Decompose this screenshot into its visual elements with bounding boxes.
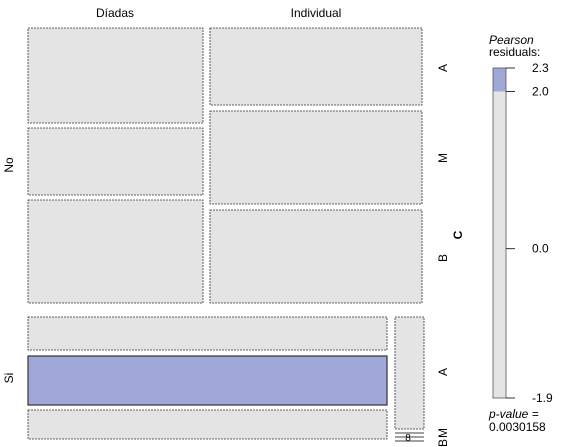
legend-shaded-band bbox=[493, 68, 506, 92]
tile-si-dadas-a bbox=[27, 316, 388, 351]
mosaic-tiles bbox=[27, 27, 425, 440]
legend-tick-label: -1.9 bbox=[532, 391, 553, 405]
tile-no-dadas-a bbox=[27, 27, 204, 124]
legend: Pearson residuals: 2.3 2.0 0.0 -1.9 p-value… bbox=[488, 33, 553, 434]
legend-ticks: 2.3 2.0 0.0 -1.9 bbox=[506, 61, 553, 405]
legend-bar-outline bbox=[492, 67, 507, 399]
tile-no-individual-m bbox=[209, 110, 423, 205]
level-label-a-si: A bbox=[436, 368, 450, 376]
pvalue-line1: p-value = bbox=[488, 407, 539, 421]
legend-title-line2: residuals: bbox=[489, 45, 540, 59]
legend-neutral-band bbox=[493, 91, 506, 399]
tile-no-individual-a bbox=[209, 27, 423, 106]
level-label-a-no: A bbox=[436, 64, 450, 72]
tile-si-dadas-m bbox=[27, 355, 388, 406]
row-label-no: No bbox=[2, 157, 16, 173]
pvalue-line2: 0.0030158 bbox=[489, 420, 546, 434]
tile-no-dadas-m bbox=[27, 127, 204, 196]
level-label-b-no: B bbox=[436, 254, 450, 262]
tile-si-dadas-b bbox=[27, 409, 388, 440]
col-label-diadas: Díadas bbox=[96, 6, 134, 20]
variable-label-c: C bbox=[451, 230, 465, 239]
tile-no-individual-b bbox=[209, 209, 423, 304]
level-label-m-si: M bbox=[436, 428, 450, 438]
zero-cell-label: 8 bbox=[405, 433, 411, 444]
level-label-m-no: M bbox=[436, 153, 450, 163]
zero-cell-marker: 8 bbox=[395, 432, 424, 444]
legend-tick-label: 2.0 bbox=[532, 85, 549, 99]
legend-tick-label: 0.0 bbox=[532, 242, 549, 256]
row-label-si: Si bbox=[2, 373, 16, 384]
legend-tick-label: 2.3 bbox=[532, 61, 549, 75]
legend-title-line1: Pearson bbox=[489, 33, 534, 47]
tile-no-dadas-b bbox=[27, 199, 204, 304]
tile-si-individual-a bbox=[394, 316, 425, 430]
level-label-b-si: B bbox=[436, 439, 450, 447]
legend-color-bar bbox=[492, 67, 507, 399]
col-label-individual: Individual bbox=[291, 6, 342, 20]
